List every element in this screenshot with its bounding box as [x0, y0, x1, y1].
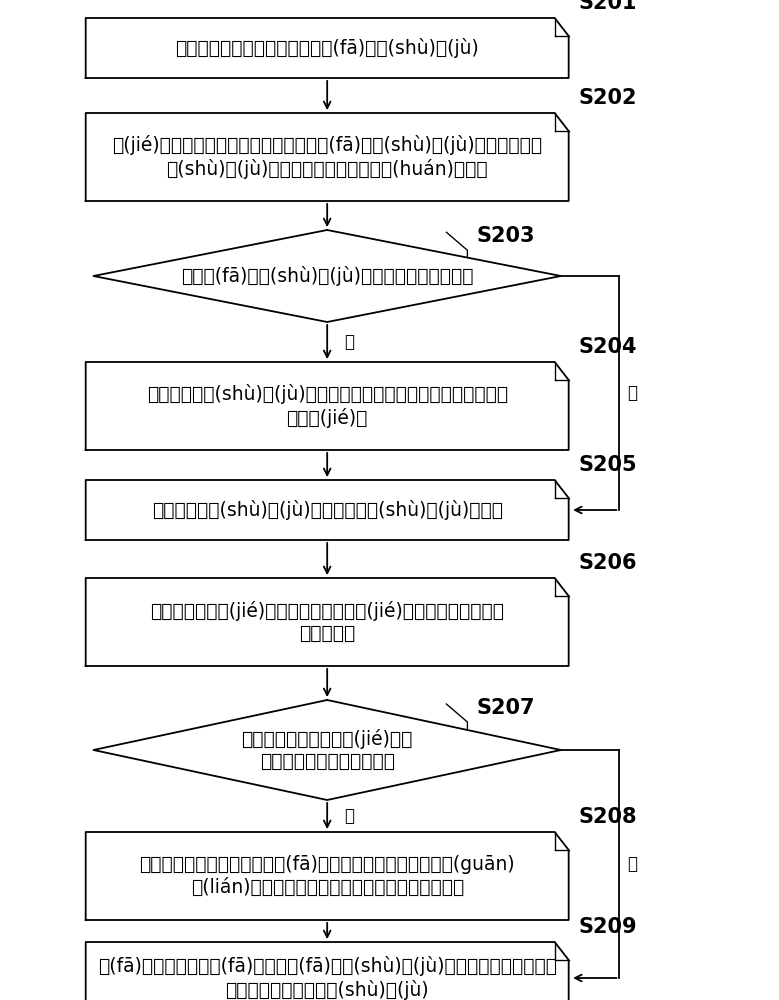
Text: 所述發(fā)送數(shù)據(jù)中是否存在提交請求？: 所述發(fā)送數(shù)據(jù)中是否存在提交請求？	[181, 266, 474, 286]
Text: 發(fā)送提示信息至發(fā)出所述發(fā)送數(shù)據(jù)的終端設備，以提示用
戶重新輸入所述語音數(shù)據(jù): 發(fā)送提示信息至發(fā)出所述發(fā)送數(shù)據(jù)的終端設…	[97, 956, 557, 1000]
Polygon shape	[86, 942, 569, 1000]
Text: S209: S209	[579, 917, 637, 937]
Text: 是: 是	[344, 333, 354, 351]
Text: 接收所述識別結(jié)果，并將所述識別結(jié)果與所有預設控制命
令進行匹配: 接收所述識別結(jié)果，并將所述識別結(jié)果與所有預設控制命 令進行匹…	[150, 601, 504, 643]
Polygon shape	[93, 700, 561, 800]
Polygon shape	[86, 578, 569, 666]
Text: 將選定的所述預設控制命令發(fā)送至與所述預設控制命令關(guān)
聯(lián)的目標終端設備，以控制所述目標終端設備: 將選定的所述預設控制命令發(fā)送至與所述預設控制命令關(guān) 聯(li…	[139, 855, 515, 897]
Polygon shape	[86, 832, 569, 920]
Polygon shape	[86, 113, 569, 201]
Text: S202: S202	[579, 88, 637, 108]
Text: S203: S203	[477, 226, 535, 246]
Text: S204: S204	[579, 337, 637, 357]
Text: S208: S208	[579, 807, 637, 827]
Text: 否: 否	[627, 384, 637, 402]
Text: 是否存在與所述識別結(jié)果相
匹配的所述預設控制命令？: 是否存在與所述識別結(jié)果相 匹配的所述預設控制命令？	[241, 729, 413, 771]
Text: 將所述語音數(shù)據(jù)判斷為非法數(shù)據(jù)并丟棄: 將所述語音數(shù)據(jù)判斷為非法數(shù)據(jù)并丟棄	[152, 500, 502, 520]
Text: 否: 否	[627, 855, 637, 873]
Text: 接收至少兩個終端設備采集的發(fā)送數(shù)據(jù): 接收至少兩個終端設備采集的發(fā)送數(shù)據(jù)	[175, 38, 479, 58]
Text: S205: S205	[579, 455, 637, 475]
Text: S207: S207	[477, 698, 535, 718]
Polygon shape	[86, 18, 569, 78]
Polygon shape	[93, 230, 561, 322]
Text: S201: S201	[579, 0, 637, 13]
Text: S206: S206	[579, 553, 637, 573]
Polygon shape	[86, 480, 569, 540]
Text: 是: 是	[344, 807, 354, 825]
Text: 結(jié)合所述至少兩個終端設備采集的發(fā)送數(shù)據(jù)，對所述語音
數(shù)據(jù)進行降噪處理，以過濾環(huán)境噪聲: 結(jié)合所述至少兩個終端設備采集的發(fā)送數(shù)據(jù)，對所…	[112, 135, 542, 179]
Polygon shape	[86, 362, 569, 450]
Text: 將所述語音數(shù)據(jù)提交至語音識別服務器進行識別，以得到
識別結(jié)果: 將所述語音數(shù)據(jù)提交至語音識別服務器進行識別，以得到 識別結(j…	[146, 384, 508, 428]
